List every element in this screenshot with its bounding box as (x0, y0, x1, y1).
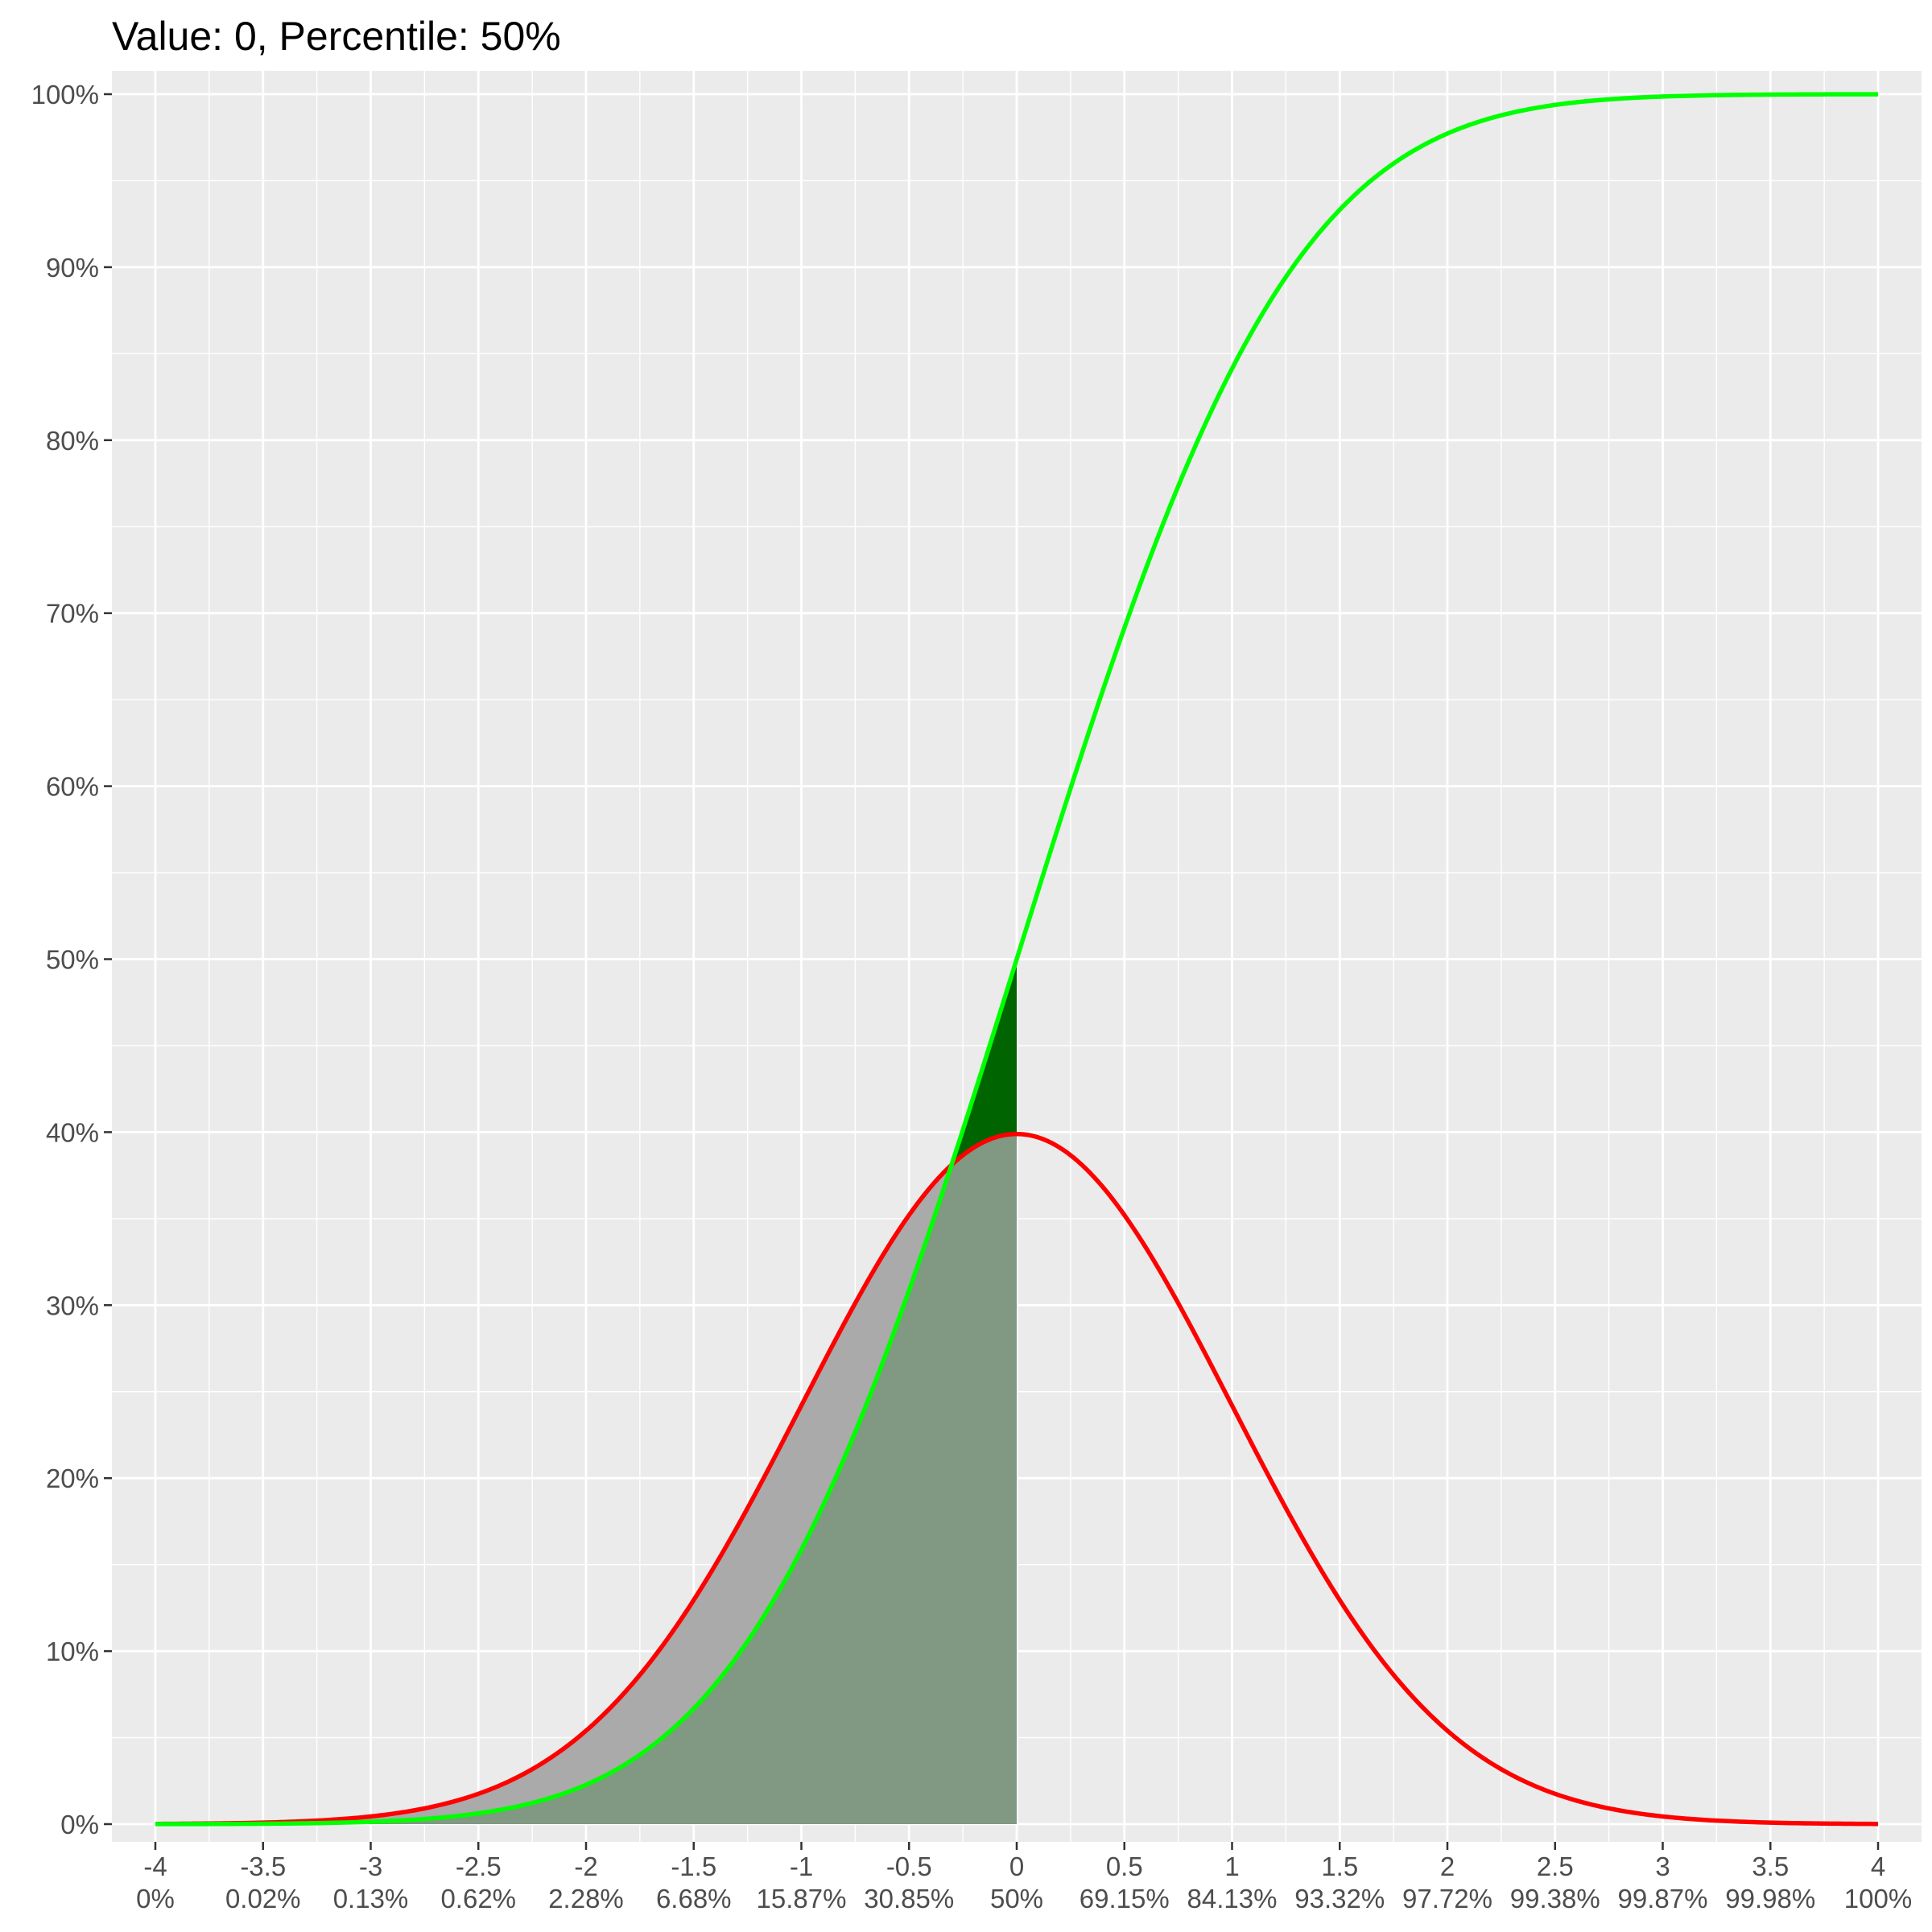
x-tick-label: 4 (1871, 1852, 1885, 1881)
x-tick-label: 3.5 (1752, 1852, 1789, 1881)
chart-title: Value: 0, Percentile: 50% (112, 14, 561, 59)
x-percentile-label: 6.68% (656, 1884, 732, 1913)
x-tick-label: -2 (574, 1852, 597, 1881)
x-percentile-label: 97.72% (1402, 1884, 1492, 1913)
x-tick-label: 0.5 (1106, 1852, 1143, 1881)
y-tick-label: 50% (46, 945, 99, 975)
x-tick-label: 0 (1009, 1852, 1024, 1881)
x-tick-label: 2.5 (1537, 1852, 1574, 1881)
x-percentile-label: 50% (990, 1884, 1043, 1913)
x-percentile-label: 2.28% (548, 1884, 624, 1913)
density-line (155, 1131, 1879, 1827)
series-lines (155, 92, 1879, 1827)
x-percentile-label: 93.32% (1294, 1884, 1385, 1913)
y-tick-label: 100% (31, 80, 99, 109)
x-tick-label: 3 (1655, 1852, 1670, 1881)
x-percentile-label: 69.15% (1080, 1884, 1170, 1913)
x-tick-label: -1.5 (671, 1852, 716, 1881)
y-axis: 0% 10% 20% 30% 40% 50% 60% 70% 80% 90% 100% (31, 80, 112, 1839)
y-tick-label: 20% (46, 1463, 99, 1493)
x-percentile-label: 15.87% (757, 1884, 847, 1913)
y-tick-label: 90% (46, 253, 99, 283)
x-tick-label: -3 (359, 1852, 382, 1881)
x-percentile-label: 99.98% (1725, 1884, 1815, 1913)
x-tick-label: -1 (790, 1852, 813, 1881)
x-percentile-label: 30.85% (864, 1884, 954, 1913)
x-percentile-label: 0% (136, 1884, 175, 1913)
x-tick-label: 1 (1224, 1852, 1239, 1881)
x-percentile-label: 0.62% (440, 1884, 516, 1913)
x-percentile-label: 0.02% (225, 1884, 301, 1913)
x-tick-label: 1.5 (1321, 1852, 1358, 1881)
x-axis: -4 0% -3.5 0.02% -3 0.13% -2.5 0.62% -2 2.28% -1.5… (136, 1842, 1912, 1913)
x-tick-label: -4 (143, 1852, 167, 1881)
y-tick-label: 80% (46, 426, 99, 456)
shaded-areas (155, 959, 1017, 1824)
y-tick-label: 40% (46, 1117, 99, 1147)
y-tick-label: 0% (60, 1810, 99, 1839)
x-percentile-label: 100% (1844, 1884, 1912, 1913)
x-tick-label: -0.5 (886, 1852, 932, 1881)
x-tick-label: -2.5 (456, 1852, 502, 1881)
overlap-area (155, 1133, 1017, 1824)
x-percentile-label: 99.38% (1510, 1884, 1600, 1913)
x-percentile-label: 99.87% (1618, 1884, 1708, 1913)
y-tick-label: 60% (46, 772, 99, 802)
cumulative-line (155, 92, 1878, 1827)
x-percentile-label: 84.13% (1187, 1884, 1278, 1913)
x-percentile-label: 0.13% (333, 1884, 409, 1913)
y-tick-label: 70% (46, 599, 99, 629)
x-tick-label: 2 (1440, 1852, 1455, 1881)
y-tick-label: 30% (46, 1290, 99, 1320)
x-tick-label: -3.5 (240, 1852, 286, 1881)
y-tick-label: 10% (46, 1637, 99, 1666)
